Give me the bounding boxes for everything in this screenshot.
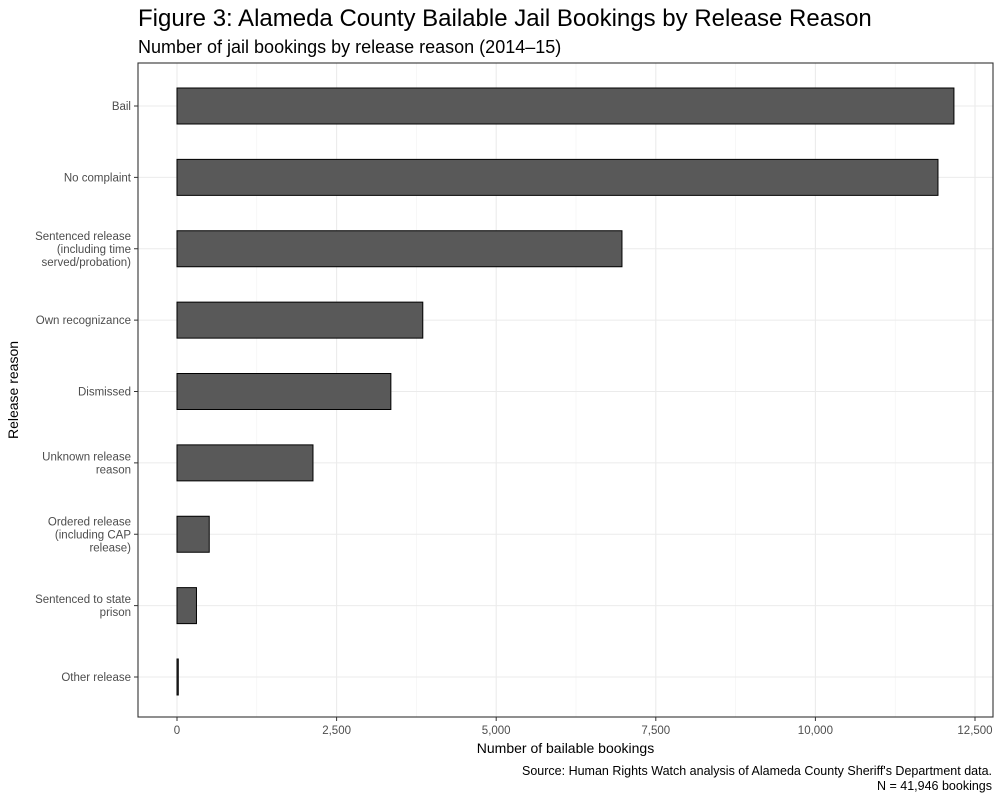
y-tick-label: Sentenced to state xyxy=(35,594,131,606)
caption: Source: Human Rights Watch analysis of A… xyxy=(522,764,992,794)
x-tick-label: 7,500 xyxy=(641,725,670,737)
y-tick-label: Unknown release xyxy=(42,451,131,463)
caption-source: Source: Human Rights Watch analysis of A… xyxy=(522,764,992,778)
y-tick-label: Other release xyxy=(61,672,131,684)
y-tick-label: reason xyxy=(96,464,131,476)
y-tick-label: prison xyxy=(100,607,131,619)
chart-title: Figure 3: Alameda County Bailable Jail B… xyxy=(138,5,872,32)
x-tick-label: 2,500 xyxy=(322,725,351,737)
chart-subtitle: Number of jail bookings by release reaso… xyxy=(138,37,562,57)
bar xyxy=(176,587,197,625)
bar xyxy=(176,158,939,196)
y-tick-label: Dismissed xyxy=(78,387,131,399)
y-tick-label: release) xyxy=(89,542,131,554)
y-tick-label: Bail xyxy=(112,101,131,113)
x-tick-label: 5,000 xyxy=(482,725,511,737)
y-tick-label: served/probation) xyxy=(42,257,132,269)
y-tick-label: (including CAP xyxy=(55,529,131,541)
panel-border xyxy=(137,62,994,718)
y-tick-label: Own recognizance xyxy=(36,315,131,327)
bar xyxy=(176,444,314,482)
y-axis-title: Release reason xyxy=(5,341,21,439)
x-axis-title: Number of bailable bookings xyxy=(477,740,654,756)
y-tick-label: No complaint xyxy=(64,172,132,184)
bar xyxy=(176,87,955,125)
y-tick-label: Ordered release xyxy=(48,516,131,528)
caption-n: N = 41,946 bookings xyxy=(876,779,992,793)
bar xyxy=(176,301,424,339)
y-tick-label: Sentenced release xyxy=(35,231,131,243)
x-tick-label: 0 xyxy=(174,725,180,737)
y-tick-label: (including time xyxy=(57,244,131,256)
bar xyxy=(176,230,623,268)
x-tick-label: 12,500 xyxy=(957,725,992,737)
x-tick-label: 10,000 xyxy=(798,725,833,737)
bar xyxy=(176,373,392,410)
bar xyxy=(176,515,210,553)
bar xyxy=(176,658,179,696)
